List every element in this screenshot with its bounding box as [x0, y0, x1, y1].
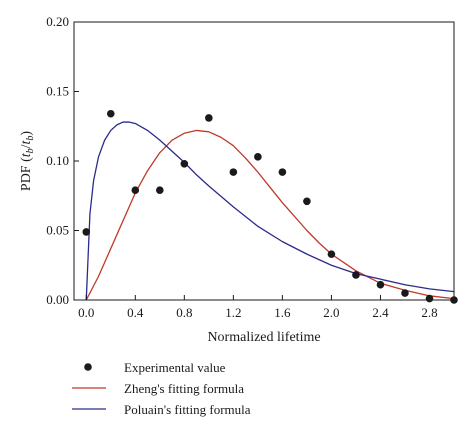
series-line-poluain	[85, 121, 455, 301]
plot-area	[82, 109, 458, 304]
data-point	[229, 168, 238, 176]
x-tick-label: 1.6	[274, 305, 291, 320]
x-tick-label: 1.2	[225, 305, 241, 320]
x-tick-label: 0.8	[176, 305, 192, 320]
legend: Experimental value Zheng's fitting formu…	[72, 360, 251, 417]
x-axis-title: Normalized lifetime	[207, 330, 320, 345]
y-axis-title: PDF (tb/tb)	[19, 131, 36, 192]
y-tick-label: 0.10	[46, 153, 69, 168]
data-point	[131, 186, 140, 194]
y-tick-label: 0.20	[46, 14, 69, 29]
y-tick-label: 0.05	[46, 223, 69, 238]
x-tick-label: 2.4	[372, 305, 389, 320]
legend-label-poluain: Poluain's fitting formula	[124, 402, 251, 417]
x-tick-label: 2.0	[323, 305, 339, 320]
y-axis: 0.00 0.05 0.10 0.15 0.20	[46, 14, 79, 307]
legend-label-experimental: Experimental value	[124, 360, 226, 375]
legend-label-zheng: Zheng's fitting formula	[124, 381, 244, 396]
y-tick-label: 0.15	[46, 84, 69, 99]
data-point	[401, 289, 409, 297]
y-tick-label: 0.00	[46, 292, 69, 307]
data-point	[376, 280, 385, 289]
x-axis: 0.0 0.4 0.8 1.2 1.6 2.0 2.4 2.8	[78, 295, 438, 320]
x-tick-label: 2.8	[421, 305, 437, 320]
data-point	[180, 159, 189, 168]
data-point	[278, 168, 287, 176]
plot-frame	[73, 21, 455, 301]
data-point	[205, 114, 213, 122]
data-point	[106, 109, 115, 118]
x-tick-label: 0.0	[78, 305, 94, 320]
data-point	[254, 153, 262, 161]
data-point	[303, 197, 311, 206]
data-point	[156, 186, 164, 194]
series-line-zheng	[85, 129, 455, 301]
data-point	[352, 271, 360, 279]
x-tick-label: 0.4	[127, 305, 144, 320]
data-point	[82, 228, 91, 236]
data-point	[327, 250, 336, 258]
legend-marker-experimental	[84, 363, 92, 371]
